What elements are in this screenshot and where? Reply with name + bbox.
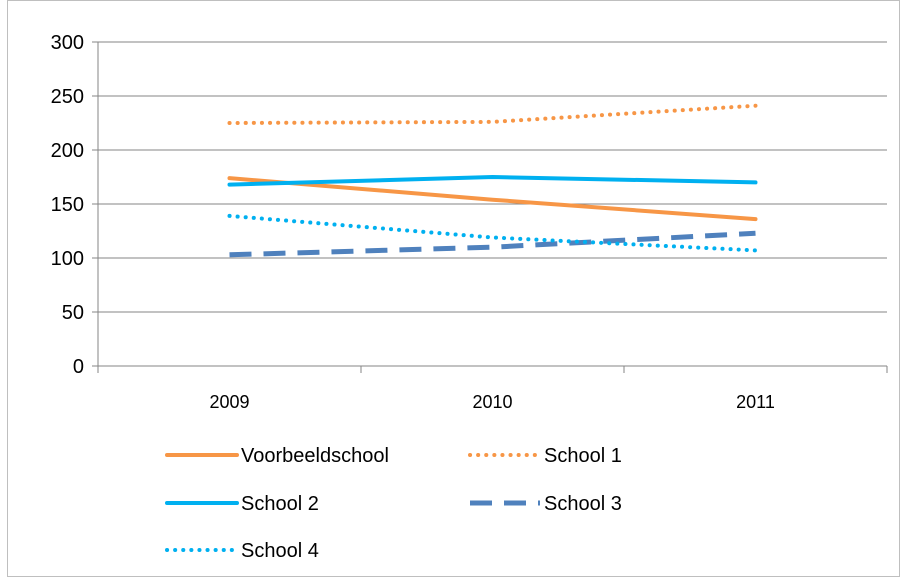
series-line-school-1 <box>227 103 758 125</box>
series-line-voorbeeldschool <box>227 176 758 222</box>
y-tick-label: 100 <box>51 248 84 270</box>
series-line-school-2 <box>227 175 758 187</box>
legend-label: School 1 <box>544 445 622 467</box>
y-tick-labels: 0 50 100 150 200 250 300 <box>51 32 84 378</box>
series-line-school-3 <box>229 230 756 258</box>
series-lines <box>227 103 758 258</box>
y-tick-label: 0 <box>73 356 84 378</box>
y-tick-label: 50 <box>62 302 84 324</box>
x-tick-label: 2009 <box>209 392 249 412</box>
x-tick-label: 2010 <box>472 392 512 412</box>
y-tick-label: 300 <box>51 32 84 54</box>
legend: Voorbeeldschool School 1 School 2 School 3 S… <box>165 445 622 562</box>
legend-label: School 4 <box>241 540 319 562</box>
legend-label: School 2 <box>241 493 319 515</box>
gridlines <box>98 41 887 313</box>
axes <box>92 41 888 373</box>
series-line-school-4 <box>227 213 758 253</box>
legend-label: School 3 <box>544 493 622 515</box>
x-tick-label: 2011 <box>736 392 775 412</box>
legend-label: Voorbeeldschool <box>241 445 389 467</box>
y-tick-label: 250 <box>51 86 84 108</box>
y-tick-label: 150 <box>51 194 84 216</box>
y-tick-label: 200 <box>51 140 84 162</box>
x-tick-labels: 2009 2010 2011 <box>209 392 774 412</box>
